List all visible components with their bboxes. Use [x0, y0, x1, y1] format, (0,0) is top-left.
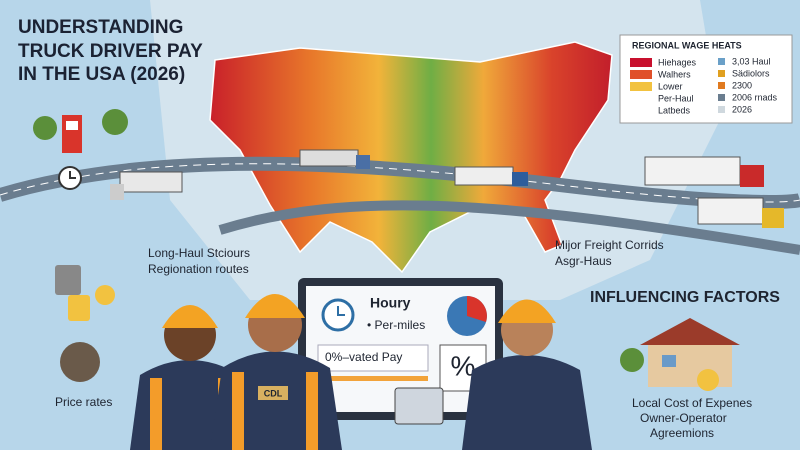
screen-text: • Per-miles [367, 318, 425, 332]
title: TRUCK DRIVER PAY [18, 41, 203, 62]
legend-item: Lower [658, 81, 683, 91]
truck [454, 166, 528, 186]
legend-box [619, 34, 793, 124]
factor: Agreemions [650, 426, 714, 440]
route-label: Mijor Freight Corrids [555, 238, 664, 252]
route-label: Regionation routes [148, 262, 249, 276]
screen-text: Houry [370, 295, 411, 311]
swatch [630, 58, 652, 67]
swatch [718, 94, 725, 101]
swatch [718, 106, 725, 113]
swatch [630, 82, 652, 91]
legend-item: 2006 rnads [732, 92, 778, 102]
legend-item: Sädiolors [732, 68, 770, 78]
legend-item: 2300 [732, 80, 752, 90]
legend-item: Hiehages [658, 57, 697, 67]
badge: CDL [264, 388, 283, 398]
legend-item: 3,03 Haul [732, 56, 771, 66]
swatch [718, 58, 725, 65]
route-label: Asgr-Haus [555, 254, 612, 268]
truck [110, 171, 183, 200]
money-icons [55, 265, 115, 382]
factor: Owner-Operator [640, 411, 727, 425]
truck [644, 156, 764, 187]
title: UNDERSTANDING [18, 17, 183, 38]
swatch [718, 70, 725, 77]
section-title: INFLUENCING FACTORS [590, 289, 780, 306]
legend-item: Walhers [658, 69, 691, 79]
house [620, 318, 740, 391]
swatch [630, 70, 652, 79]
factor: Local Cost of Expenes [632, 396, 752, 410]
worker [394, 299, 592, 450]
clock-icon [58, 166, 82, 190]
gas-station [33, 109, 128, 153]
title: IN THE USA (2026) [18, 64, 185, 85]
highway-lane [0, 163, 800, 203]
swatch [718, 82, 725, 89]
screen-text: 0%–vated Pay [325, 350, 402, 364]
legend-item: 2026 [732, 104, 752, 114]
route-label: Long-Haul Stciours [148, 246, 250, 260]
legend: REGIONAL WAGE HEATS Hiehages Walhers Low… [619, 34, 793, 124]
truck [299, 149, 370, 169]
truck [697, 197, 784, 228]
legend-item: Latbeds [658, 105, 691, 115]
legend-title: REGIONAL WAGE HEATS [632, 40, 742, 50]
icon-label: Price rates [55, 395, 112, 409]
highway [218, 200, 800, 255]
worker [210, 294, 342, 450]
legend-item: Per-Haul [658, 93, 694, 103]
